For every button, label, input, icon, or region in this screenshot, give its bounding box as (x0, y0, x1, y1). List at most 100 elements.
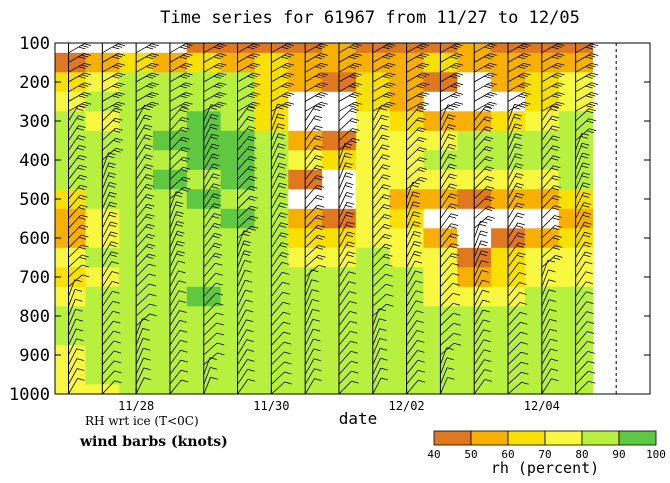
wind-barb (169, 339, 188, 356)
wind-barb (372, 62, 396, 73)
wind-barb (305, 53, 328, 63)
wind-barb (135, 293, 157, 307)
wind-barb (440, 347, 454, 365)
wind-barb (237, 101, 261, 112)
wind-barb (507, 252, 526, 268)
wind-barb (541, 62, 565, 73)
wind-barb (406, 191, 421, 209)
wind-barb (237, 368, 255, 385)
wind-barb (304, 368, 322, 385)
wind-barb (507, 173, 524, 190)
wind-barb (237, 260, 252, 278)
wind-barb (473, 329, 491, 346)
wind-barb (271, 272, 290, 288)
wind-barb (101, 320, 121, 336)
wind-barb (271, 381, 292, 394)
wind-barb (541, 92, 565, 102)
rh-cell (55, 43, 86, 54)
wind-barb (507, 163, 524, 180)
wind-barb (237, 205, 258, 219)
wind-barb (372, 367, 388, 385)
wind-barb (440, 213, 459, 229)
wind-barb (507, 103, 522, 122)
wind-barb (237, 146, 257, 161)
wind-barb (575, 291, 594, 307)
wind-barb (101, 182, 117, 200)
wind-barb (271, 92, 295, 102)
wind-barb (575, 72, 599, 83)
wind-barb (575, 92, 599, 102)
wind-barb (440, 153, 457, 170)
wind-barb (541, 101, 565, 112)
x-tick-label: 11/30 (253, 399, 289, 413)
wind-barb (102, 43, 104, 44)
wind-barb (304, 328, 321, 346)
wind-barb (507, 101, 531, 112)
wind-barb (474, 53, 497, 63)
wind-barb (541, 225, 562, 239)
wind-barb (338, 350, 358, 366)
wind-barb (338, 360, 359, 375)
wind-barb (304, 145, 324, 161)
wind-barb (68, 244, 89, 258)
rh-cell (55, 247, 86, 268)
wind-barb (406, 201, 421, 219)
wind-barb (406, 127, 427, 141)
wind-barb (135, 347, 151, 365)
wind-barb (541, 299, 557, 317)
wind-barb (101, 152, 116, 170)
wind-barb (135, 72, 159, 83)
wind-barb (135, 53, 159, 63)
wind-barb (271, 361, 292, 375)
wind-barb (135, 154, 154, 171)
wind-barb (440, 114, 456, 131)
wind-barb (305, 82, 328, 93)
wind-barb (135, 174, 154, 190)
wind-barb (473, 126, 493, 141)
wind-barb (237, 126, 257, 141)
wind-barb (541, 279, 556, 297)
wind-barb (440, 173, 458, 190)
wind-barb (135, 283, 157, 297)
wind-barb (440, 367, 455, 385)
wind-barb (68, 72, 92, 83)
wind-barb (101, 251, 119, 268)
wind-barb (507, 272, 527, 288)
wind-barb (304, 378, 322, 394)
wind-barb (203, 43, 227, 54)
wind-barb (135, 223, 155, 239)
colorbar-tick-label: 90 (612, 448, 625, 461)
wind-barb (473, 369, 492, 385)
wind-barb (338, 261, 356, 278)
wind-barb (372, 53, 396, 63)
wind-barb (271, 123, 286, 141)
wind-barb (440, 377, 455, 394)
wind-barb (304, 279, 319, 297)
wind-barb (440, 332, 461, 346)
wind-barb (102, 137, 123, 151)
wind-barb (305, 43, 307, 44)
wind-barb (440, 82, 464, 93)
wind-barb (541, 43, 543, 44)
wind-barb (338, 201, 355, 219)
wind-barb (575, 212, 592, 229)
wind-barb (507, 92, 531, 102)
rh-cell (55, 189, 86, 210)
rh-cell (55, 72, 86, 93)
wind-barb (271, 53, 295, 63)
wind-barb (372, 114, 389, 131)
wind-barb (406, 221, 422, 239)
wind-barb (135, 92, 159, 102)
wind-barb (169, 201, 184, 219)
wind-barb (575, 301, 594, 317)
wind-barb (406, 270, 423, 287)
wind-barb (237, 349, 255, 366)
wind-barb (541, 378, 559, 394)
wind-barb (237, 195, 258, 210)
rh-cell (55, 208, 86, 229)
wind-barb (372, 377, 389, 394)
wind-barb (203, 163, 220, 180)
wind-barb (68, 308, 83, 326)
wind-barb (101, 340, 121, 356)
